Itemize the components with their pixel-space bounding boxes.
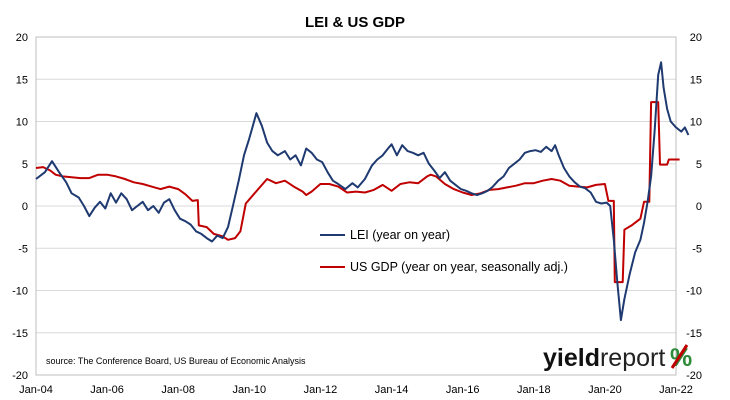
brand-percent-slash xyxy=(670,344,689,369)
y-tick-label-right: 15 xyxy=(690,74,702,86)
x-tick-label: Jan-18 xyxy=(517,384,551,396)
x-tick-label: Jan-16 xyxy=(446,384,480,396)
series-line-lei xyxy=(35,61,690,322)
x-tick-label: Jan-06 xyxy=(90,384,124,396)
chart-title: LEI & US GDP xyxy=(305,14,405,31)
y-tick-label-right: 20 xyxy=(690,32,702,44)
plot-area-frame xyxy=(35,36,677,376)
source-note: source: The Conference Board, US Bureau … xyxy=(46,356,306,366)
y-tick-label: -5 xyxy=(18,243,28,255)
x-tick-label: Jan-12 xyxy=(304,384,338,396)
y-tick-label: 0 xyxy=(22,201,28,213)
y-tick-label-right: 5 xyxy=(696,159,702,171)
series-line-gdp xyxy=(35,101,680,284)
brand-name-bold: yield xyxy=(543,344,600,372)
y-tick-label: -20 xyxy=(12,370,28,382)
y-tick-label-right: -5 xyxy=(692,243,702,255)
y-tick-label: -15 xyxy=(12,328,28,340)
y-axis-left: -20 -15 -10 -5 0 5 10 15 20 xyxy=(12,32,28,382)
x-tick-label: Jan-08 xyxy=(161,384,195,396)
legend: LEI (year on year) US GDP (year on year,… xyxy=(320,228,568,274)
y-tick-label: -10 xyxy=(12,286,28,298)
y-tick-label-right: 0 xyxy=(696,201,702,213)
brand-logo: yieldreport % xyxy=(543,344,692,372)
y-tick-label-right: -15 xyxy=(686,328,702,340)
x-tick-label: Jan-20 xyxy=(588,384,622,396)
y-tick-label: 5 xyxy=(22,159,28,171)
x-axis: Jan-04 Jan-06 Jan-08 Jan-10 Jan-12 Jan-14 Jan-… xyxy=(19,384,693,396)
legend-label-gdp: US GDP (year on year, seasonally adj.) xyxy=(350,260,568,274)
y-tick-label: 20 xyxy=(16,32,28,44)
x-tick-label: Jan-04 xyxy=(19,384,53,396)
brand-name-light: report xyxy=(600,344,665,372)
y-tick-label-right: -20 xyxy=(686,370,702,382)
x-tick-label: Jan-10 xyxy=(233,384,267,396)
y-tick-label-right: -10 xyxy=(686,286,702,298)
y-tick-label: 10 xyxy=(16,117,28,129)
brand-wordmark: yieldreport xyxy=(543,344,665,372)
legend-label-lei: LEI (year on year) xyxy=(350,228,450,242)
y-axis-right: -20 -15 -10 -5 0 5 10 15 20 xyxy=(686,32,702,382)
gridlines xyxy=(36,78,676,334)
y-tick-label: 15 xyxy=(16,74,28,86)
y-tick-label-right: 10 xyxy=(690,117,702,129)
x-tick-label: Jan-14 xyxy=(375,384,409,396)
x-tick-label: Jan-22 xyxy=(659,384,693,396)
series-layer xyxy=(35,61,690,322)
